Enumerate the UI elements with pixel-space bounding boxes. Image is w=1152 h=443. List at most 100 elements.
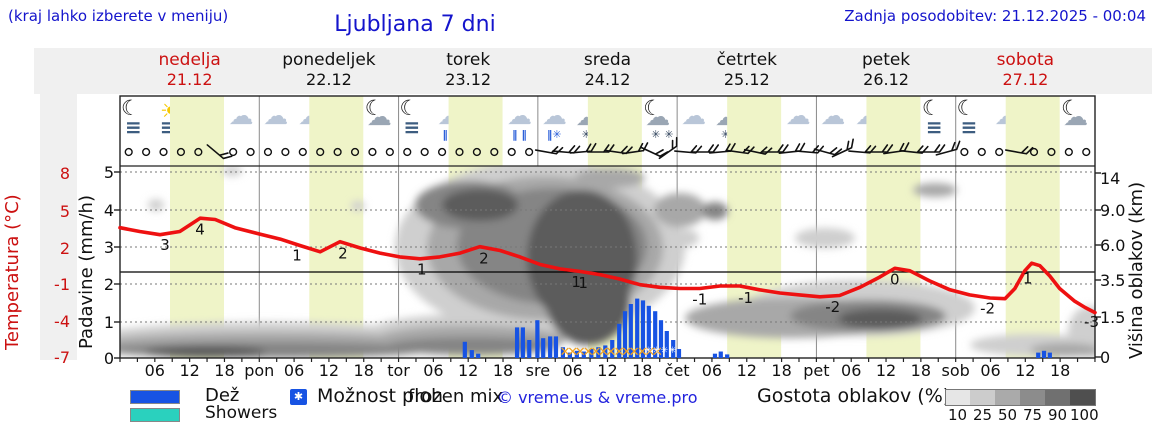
precip-tick-label: 4 <box>103 201 114 220</box>
rain-bar <box>469 350 474 358</box>
rain-bar <box>628 304 633 358</box>
day-name: torek <box>446 50 491 70</box>
moon-cloud-icon: ☾ ☁ <box>364 96 392 131</box>
moon-cloud-icon: ☾ ☁ <box>1061 96 1089 131</box>
wind-barb <box>534 146 564 155</box>
cloud-tick-label: 1.5 <box>1100 308 1126 327</box>
calm-wind-circle <box>1082 147 1091 157</box>
day-date: 25.12 <box>723 70 770 89</box>
precip-tick-label: 0 <box>103 349 114 368</box>
precip-tick-label: 1 <box>103 313 114 332</box>
cloud-region <box>351 201 365 211</box>
rain-bar <box>718 351 723 358</box>
calm-wind-circle <box>316 147 325 157</box>
rain-bar <box>653 311 658 358</box>
calm-wind-circle <box>368 147 377 157</box>
temperature-value-label: 2 <box>479 249 489 267</box>
rain-bar <box>635 298 640 358</box>
cloud-region <box>702 202 728 220</box>
rain-bar <box>548 336 553 358</box>
cloud-tick-label: 6.0 <box>1100 236 1126 255</box>
cloud-region <box>148 199 164 211</box>
wind-barb <box>813 147 843 156</box>
time-tick-label: pet <box>803 361 830 380</box>
temperature-line <box>118 216 1097 315</box>
page-title: Ljubljana 7 dni <box>334 12 496 37</box>
temp-tick-label: -4 <box>54 312 70 331</box>
temperature-value-label: 2 <box>338 245 348 263</box>
snow-marker: ✳ <box>644 346 652 356</box>
frozen-mix-marker: ✕ <box>644 345 655 360</box>
time-tick-label: 18 <box>910 361 932 380</box>
wind-barb <box>708 142 736 154</box>
rain-bar <box>560 347 566 358</box>
wind-barb <box>917 144 946 153</box>
wind-barb <box>691 144 720 153</box>
time-tick-label: 18 <box>1049 361 1071 380</box>
frozen-mix-marker: ✕ <box>637 345 648 360</box>
day-name: nedelja <box>158 50 221 70</box>
location-hint: (kraj lahko izberete v meniju) <box>8 7 229 25</box>
temperature-value-label: 0 <box>890 270 900 288</box>
day-date: 24.12 <box>584 70 631 89</box>
frozen-mix-marker: ✕ <box>590 345 601 360</box>
frozen-mix-marker: ✕ <box>560 345 571 360</box>
day-name: sreda <box>583 50 632 70</box>
day-date: 26.12 <box>863 70 909 89</box>
calm-wind-circle <box>246 147 255 157</box>
cloud-scale-swatch <box>1045 389 1071 406</box>
wind-barb <box>935 140 961 156</box>
moon-fog-icon: ☾ ≡ <box>121 96 142 139</box>
temp-tick-label: 5 <box>59 202 70 221</box>
cloud-density-layer <box>120 166 1095 358</box>
time-tick-label: čet <box>664 361 690 380</box>
day-date: 21.12 <box>166 70 213 89</box>
precip-tick-label: 2 <box>103 275 114 294</box>
rain-bar <box>581 351 586 358</box>
cloud-icon: ☁ <box>681 101 707 130</box>
time-tick-label: sre <box>525 361 551 380</box>
temp-tick-label: 8 <box>59 164 70 183</box>
cloud-scale-label: 90 <box>1047 406 1068 424</box>
rain-bar <box>664 331 669 358</box>
frozen-mix-marker: ✕ <box>575 345 586 360</box>
wind-barb <box>761 144 789 153</box>
wind-barb <box>865 144 894 153</box>
cloud-scale-swatch <box>995 389 1021 406</box>
shower-chance-label: Možnost ploh <box>317 385 444 407</box>
copyright-link[interactable]: © vreme.us & vreme.pro <box>497 388 698 407</box>
moon-fog-icon: ☾ ≡ <box>921 96 943 139</box>
time-tick-label: 06 <box>562 361 583 380</box>
time-tick-label: 18 <box>214 361 235 380</box>
rain-bar <box>640 300 646 358</box>
frozen-mix-marker: ✕ <box>614 345 625 360</box>
rain-bar <box>676 349 682 358</box>
rain-bar <box>725 354 730 358</box>
cloud-scale-label: 100 <box>1070 406 1099 424</box>
temperature-value-label: -1 <box>692 291 707 309</box>
shower-chance-icon: ✱ <box>290 389 307 405</box>
wind-barb <box>831 138 854 158</box>
cloud-icon: ☁ <box>820 101 846 130</box>
cloud-region <box>795 228 855 248</box>
rain-swatch <box>130 390 180 404</box>
rain-bar <box>646 305 651 358</box>
calm-wind-circle <box>1029 147 1039 157</box>
last-update: Zadnja posodobitev: 21.12.2025 - 00:04 <box>844 7 1146 25</box>
rain-bar <box>603 345 608 358</box>
rain-bar <box>574 350 579 358</box>
calm-wind-circle <box>176 147 186 157</box>
day-header-strip <box>34 48 1152 94</box>
rain-bar <box>1041 350 1047 358</box>
day-date: 23.12 <box>445 70 492 89</box>
rain-bar <box>476 353 481 358</box>
cloud-region <box>575 168 645 188</box>
calm-wind-circle <box>263 147 273 157</box>
rain-bar <box>462 341 467 358</box>
temperature-value-label: 1 <box>578 274 588 292</box>
left-axis-strip <box>40 94 77 360</box>
showers-legend-label: Showers <box>205 403 278 423</box>
time-tick-label: 18 <box>771 361 792 380</box>
calm-wind-circle <box>281 147 290 157</box>
